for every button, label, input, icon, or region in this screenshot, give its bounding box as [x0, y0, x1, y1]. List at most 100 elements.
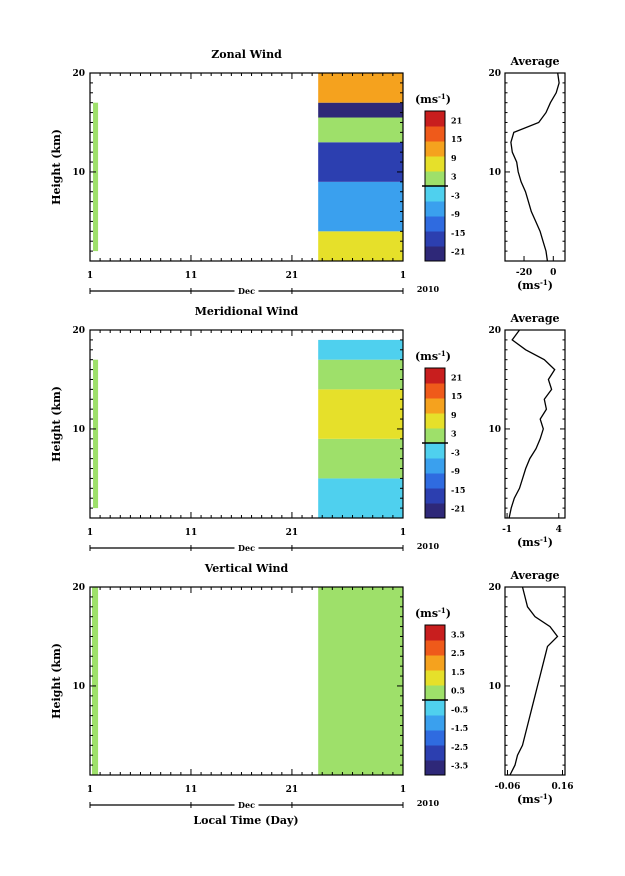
data-band [318, 142, 403, 182]
colorbar-tick-label: 15 [451, 134, 462, 144]
colorbar-tick-label: 15 [451, 391, 462, 401]
y-axis-label: Height (km) [50, 129, 63, 205]
colorbar-swatch [425, 383, 445, 399]
y-tick-label: 10 [72, 682, 85, 692]
data-strip [93, 102, 99, 252]
colorbar-tick-label: 9 [451, 410, 457, 420]
y-axis-label: Height (km) [50, 643, 63, 719]
x-tick-label: 1 [87, 785, 93, 795]
y-tick-label: 10 [72, 168, 85, 178]
average-profile-line [508, 329, 556, 519]
colorbar-tick-label: -3 [451, 447, 460, 457]
colorbar-tick-label: -15 [451, 485, 465, 495]
colorbar-tick-label: -3.5 [451, 761, 468, 771]
average-frame [504, 329, 566, 519]
data-band [318, 117, 403, 143]
data-band [318, 231, 403, 261]
data-band [318, 359, 403, 390]
colorbar-tick-label: 3 [451, 172, 457, 182]
avg-x-tick-label: -0.06 [495, 782, 521, 792]
data-band [318, 478, 403, 518]
colorbar-tick-label: -21 [451, 504, 465, 514]
colorbar-swatch [425, 488, 445, 504]
colorbar-swatch [425, 413, 445, 429]
avg-x-tick-label: -1 [502, 525, 512, 535]
month-label-bg [234, 542, 259, 553]
colorbar-swatch [425, 640, 445, 656]
x-tick-label: 1 [400, 785, 406, 795]
panel-title: Meridional Wind [195, 305, 299, 318]
plot-frame [89, 586, 404, 776]
colorbar-swatch [425, 503, 445, 519]
colorbar-swatch [425, 473, 445, 489]
x-tick-label: 1 [400, 271, 406, 281]
x-tick-label: 21 [286, 271, 299, 281]
avg-y-tick-label: 10 [488, 168, 501, 178]
colorbar-swatch [425, 625, 445, 641]
data-band [318, 181, 403, 232]
colorbar-unit-label: (ms-1) [415, 349, 451, 363]
plot-frame [89, 72, 404, 262]
colorbar-swatch [425, 670, 445, 686]
colorbar-tick-label: 3.5 [451, 629, 465, 639]
x-axis-label: Local Time (Day) [193, 814, 298, 827]
y-tick-label: 20 [72, 69, 85, 79]
avg-x-tick-label: -20 [516, 268, 532, 278]
average-frame [504, 586, 566, 776]
x-tick-label: 11 [185, 271, 198, 281]
x-tick-label: 21 [286, 785, 299, 795]
avg-x-tick-label: 0.16 [552, 782, 574, 792]
colorbar-tick-label: 2.5 [451, 648, 465, 658]
colorbar-swatch [425, 186, 445, 202]
data-band [318, 339, 403, 360]
colorbar-tick-label: 3 [451, 429, 457, 439]
data-band [318, 438, 403, 479]
data-strip [93, 359, 99, 509]
month-label-bg [234, 285, 259, 296]
colorbar-swatch [425, 201, 445, 217]
colorbar-swatch [425, 141, 445, 157]
colorbar-swatch [425, 655, 445, 671]
colorbar-unit-label: (ms-1) [415, 92, 451, 106]
colorbar-tick-label: -2.5 [451, 742, 468, 752]
x-tick-label: 1 [87, 528, 93, 538]
data-band [318, 73, 403, 103]
colorbar-swatch [425, 458, 445, 474]
panel-title: Vertical Wind [204, 562, 289, 575]
colorbar-unit-label: (ms-1) [415, 606, 451, 620]
avg-y-tick-label: 10 [488, 682, 501, 692]
avg-y-tick-label: 20 [488, 326, 501, 336]
colorbar-swatch [425, 246, 445, 262]
avg-x-tick-label: 4 [556, 525, 562, 535]
colorbar-swatch [425, 111, 445, 127]
colorbar-swatch [425, 443, 445, 459]
colorbar-tick-label: 21 [451, 115, 462, 125]
y-tick-label: 20 [72, 583, 85, 593]
avg-y-tick-label: 10 [488, 425, 501, 435]
colorbar-swatch [425, 730, 445, 746]
plot-frame [89, 329, 404, 519]
x-tick-label: 21 [286, 528, 299, 538]
colorbar-swatch [425, 368, 445, 384]
colorbar-swatch [425, 216, 445, 232]
x-tick-label: 11 [185, 528, 198, 538]
month-label-bg [234, 799, 259, 810]
colorbar-swatch [425, 231, 445, 247]
colorbar-tick-label: -15 [451, 228, 465, 238]
month-label: Dec [238, 800, 255, 810]
colorbar-swatch [425, 428, 445, 444]
avg-unit-label: (ms-1) [517, 792, 553, 806]
x-tick-label: 1 [87, 271, 93, 281]
average-title: Average [509, 569, 559, 582]
year-label: 2010 [417, 284, 440, 294]
avg-y-tick-label: 20 [488, 583, 501, 593]
average-profile-line [510, 72, 560, 262]
colorbar-tick-label: -1.5 [451, 723, 468, 733]
colorbar-swatch [425, 171, 445, 187]
colorbar-swatch [425, 126, 445, 142]
month-label: Dec [238, 543, 255, 553]
colorbar-tick-label: -21 [451, 247, 465, 257]
